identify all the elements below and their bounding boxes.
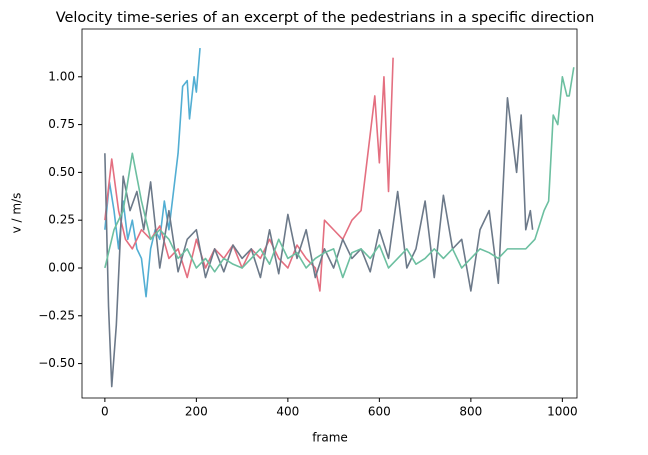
series-line [104,67,575,279]
x-tick-label: 200 [185,405,208,419]
x-tick-label: 1000 [547,405,578,419]
y-tick-label: 0.75 [48,117,75,131]
y-tick-label: −0.50 [38,356,75,370]
y-axis-label: v / m/s [10,193,24,234]
y-tick-label: 1.00 [48,69,75,83]
x-tick-label: 600 [368,405,391,419]
plot-frame [81,28,578,399]
x-tick-label: 400 [276,405,299,419]
x-tick-label: 800 [459,405,482,419]
y-tick-label: 0.00 [48,260,75,274]
chart-title: Velocity time-series of an excerpt of th… [56,10,595,26]
x-tick-label: 0 [101,405,109,419]
y-tick-label: 0.50 [48,165,75,179]
series-line [104,97,534,388]
y-tick-label: 0.25 [48,213,75,227]
y-tick-label: −0.25 [38,308,75,322]
x-axis-label: frame [312,431,348,445]
